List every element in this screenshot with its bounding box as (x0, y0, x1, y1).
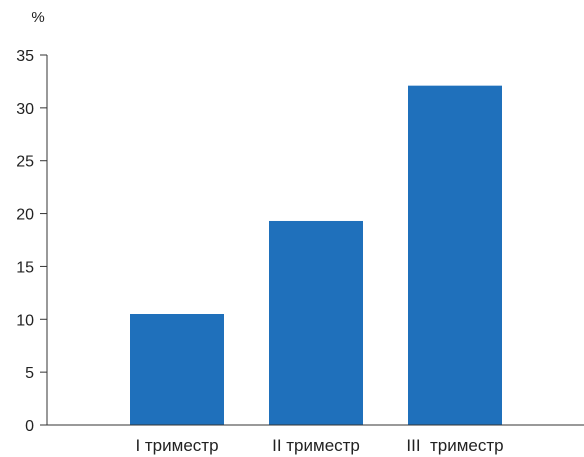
bar (269, 220, 363, 425)
x-category-label: I триместр (135, 436, 218, 455)
bar (408, 85, 502, 426)
y-tick-label: 35 (16, 48, 34, 65)
y-axis: 0 5 10 15 20 25 30 35 (16, 48, 47, 435)
y-tick-label: 0 (25, 418, 34, 435)
y-tick-label: 20 (16, 207, 34, 224)
y-tick-label: 5 (25, 365, 34, 382)
y-tick-label: 10 (16, 312, 34, 329)
bars-group (130, 85, 502, 426)
x-category-label: II триместр (272, 436, 360, 455)
y-axis-unit-label: % (31, 9, 44, 26)
bar (130, 314, 224, 425)
y-tick-label: 25 (16, 154, 34, 171)
x-axis-labels: I триместр II триместр III триместр (135, 436, 503, 455)
y-tick-label: 15 (16, 259, 34, 276)
x-category-label: III триместр (406, 436, 503, 455)
y-tick-label: 30 (16, 101, 34, 118)
